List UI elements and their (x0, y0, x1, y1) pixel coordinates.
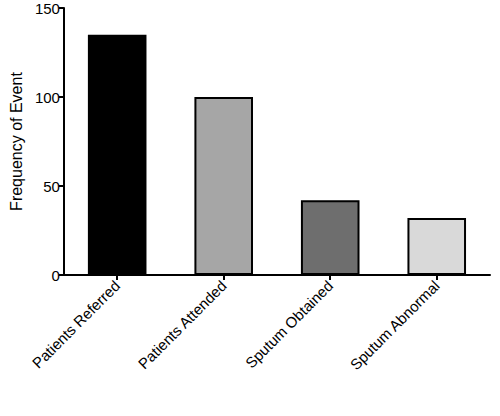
svg-text:Patients Attended: Patients Attended (135, 277, 230, 372)
svg-text:Patients Referred: Patients Referred (29, 277, 123, 371)
svg-text:Frequency of Event: Frequency of Event (8, 72, 25, 211)
svg-text:50: 50 (43, 178, 60, 195)
svg-text:0: 0 (52, 267, 60, 284)
svg-text:Sputum Obtained: Sputum Obtained (242, 277, 336, 371)
svg-text:Sputum Abnormal: Sputum Abnormal (347, 277, 443, 373)
svg-text:100: 100 (35, 89, 60, 106)
svg-text:150: 150 (35, 0, 60, 17)
